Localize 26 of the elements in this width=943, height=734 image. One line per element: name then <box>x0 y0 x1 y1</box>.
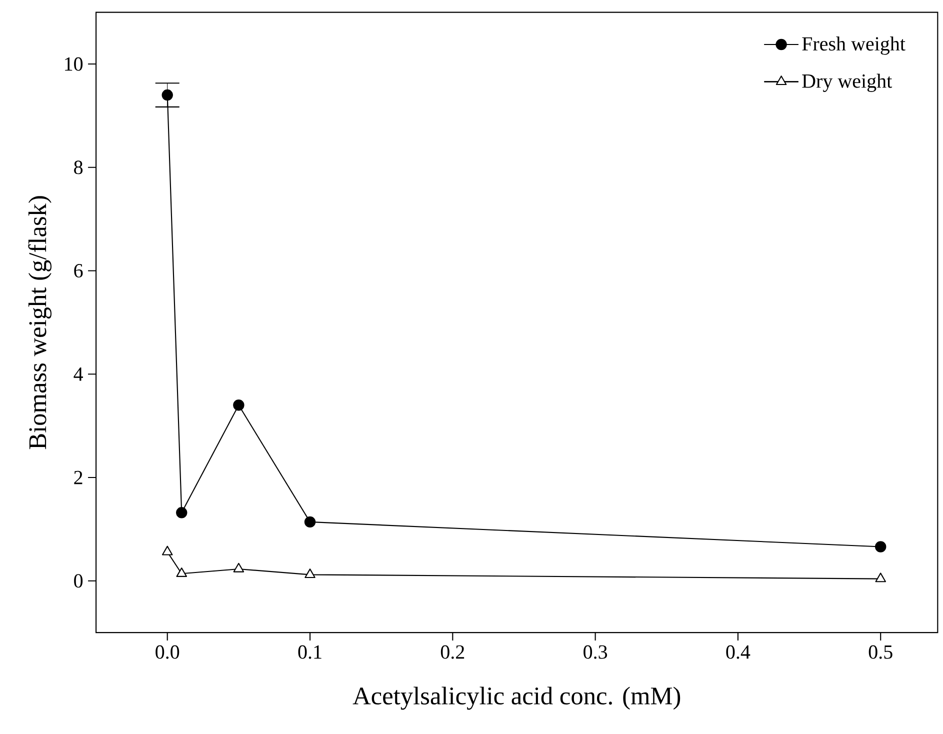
x-tick-label: 0.2 <box>440 645 464 660</box>
point <box>304 568 316 578</box>
x-axis-title: Acetylsalicylic acid conc. (mM) <box>352 686 680 710</box>
x-tick-label: 0.4 <box>726 645 750 660</box>
x-tick-label: 0.1 <box>298 645 322 660</box>
x-tick-label: 0.0 <box>156 645 180 660</box>
y-tick-label: 4 <box>74 368 83 381</box>
point <box>304 516 316 528</box>
point <box>176 507 188 518</box>
y-tick-label: 10 <box>65 57 83 71</box>
point <box>875 572 886 582</box>
point <box>162 546 173 556</box>
point <box>176 568 188 578</box>
x-tick-label: 0.5 <box>868 645 892 660</box>
point <box>162 90 173 101</box>
point <box>233 400 244 411</box>
y-tick-label: 6 <box>74 264 83 278</box>
point <box>875 541 886 553</box>
legend-label: Fresh weight <box>802 36 906 55</box>
y-tick-label: 8 <box>74 160 83 174</box>
y-axis-title: Biomass weight (g/flask) <box>28 196 52 450</box>
legend-label: Dry weight <box>802 74 892 92</box>
y-tick-label: 0 <box>74 574 83 588</box>
x-tick-label: 0.3 <box>584 645 608 660</box>
point <box>233 563 244 573</box>
y-tick-label: 2 <box>74 471 82 484</box>
